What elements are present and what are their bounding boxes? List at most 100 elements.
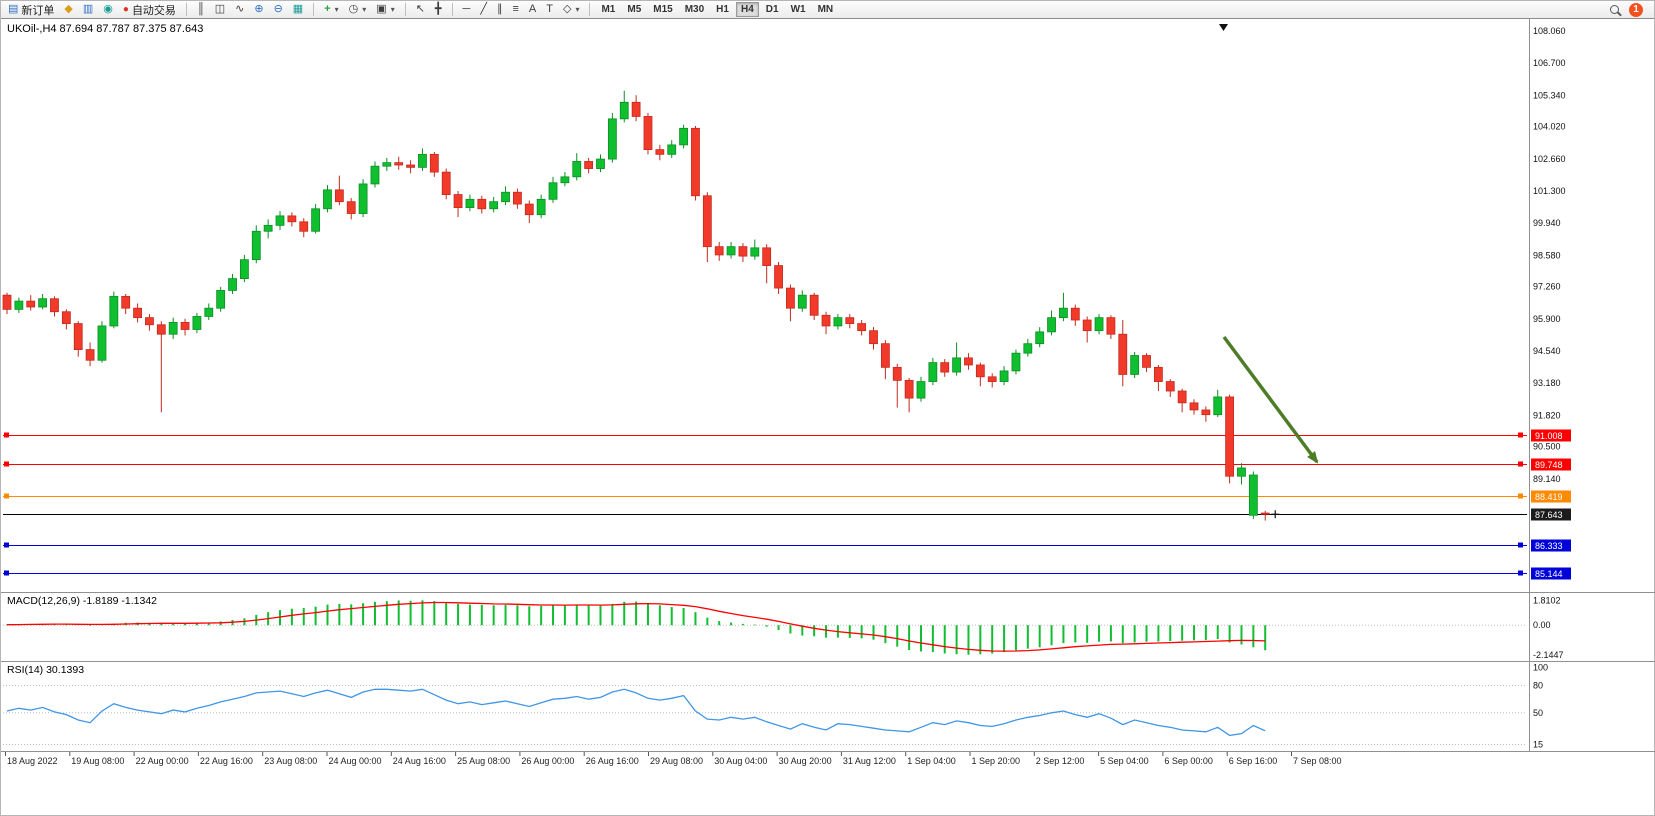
svg-text:26 Aug 16:00: 26 Aug 16:00 [586, 756, 639, 766]
timeframe-w1-button[interactable]: W1 [790, 4, 806, 15]
svg-text:2 Sep 12:00: 2 Sep 12:00 [1036, 756, 1085, 766]
search-icon[interactable] [1610, 5, 1619, 14]
svg-text:6 Sep 16:00: 6 Sep 16:00 [1229, 756, 1278, 766]
tile-windows-button[interactable]: ▦ [289, 2, 307, 18]
svg-text:87.643: 87.643 [1535, 510, 1563, 520]
navigator-button[interactable]: ▥ [79, 2, 97, 18]
text-button[interactable]: A [525, 2, 540, 18]
svg-text:100: 100 [1533, 663, 1548, 673]
toolbar-separator [451, 3, 453, 16]
svg-text:25 Aug 08:00: 25 Aug 08:00 [457, 756, 510, 766]
svg-text:23 Aug 08:00: 23 Aug 08:00 [264, 756, 317, 766]
clock-icon: ◷ [348, 3, 359, 15]
trendline-icon: ╱ [480, 3, 487, 15]
label-icon: T [546, 3, 553, 15]
notifications-badge[interactable]: 1 [1629, 2, 1643, 17]
shapes-icon: ◇ [562, 3, 572, 15]
timeframe-m30-button[interactable]: M30 [684, 4, 705, 15]
period-menu-button[interactable]: ◷ ▾ [345, 2, 371, 18]
toolbar-separator [185, 3, 187, 16]
svg-text:30 Aug 20:00: 30 Aug 20:00 [779, 756, 832, 766]
line-chart-icon: ∿ [235, 3, 245, 15]
cursor-icon: ↖ [415, 3, 425, 15]
timeframe-h1-button[interactable]: H1 [716, 4, 729, 15]
svg-text:88.419: 88.419 [1535, 492, 1563, 502]
community-button[interactable]: ◉ [99, 2, 117, 18]
fibonacci-button[interactable]: ≡ [508, 2, 522, 18]
svg-text:15: 15 [1533, 739, 1543, 749]
svg-text:29 Aug 08:00: 29 Aug 08:00 [650, 756, 703, 766]
timeframe-h4-button[interactable]: H4 [735, 2, 759, 17]
svg-text:24 Aug 16:00: 24 Aug 16:00 [393, 756, 446, 766]
indicators-button[interactable]: + ▾ [320, 2, 342, 18]
toolbar-separator [589, 3, 591, 16]
market-watch-icon: ◆ [64, 3, 73, 15]
auto-trading-label: 自动交易 [131, 4, 176, 17]
zoom-out-button[interactable]: ⊖ [270, 2, 287, 18]
new-order-label: 新订单 [21, 4, 55, 17]
svg-text:105.340: 105.340 [1533, 90, 1566, 100]
svg-text:22 Aug 00:00: 22 Aug 00:00 [136, 756, 189, 766]
svg-text:26 Aug 00:00: 26 Aug 00:00 [521, 756, 574, 766]
toolbar-separator [313, 3, 315, 16]
svg-text:97.260: 97.260 [1533, 282, 1561, 292]
auto-trading-button[interactable]: ● 自动交易 [119, 2, 180, 18]
svg-text:7 Sep 08:00: 7 Sep 08:00 [1293, 756, 1342, 766]
toolbar-separator [404, 3, 406, 16]
bar-chart-type-button[interactable]: ║ [193, 2, 209, 18]
svg-text:31 Aug 12:00: 31 Aug 12:00 [843, 756, 896, 766]
svg-text:-2.1447: -2.1447 [1533, 650, 1564, 660]
channel-button[interactable]: ∥ [493, 2, 507, 18]
timeframe-mn-button[interactable]: MN [817, 4, 834, 15]
text-label-button[interactable]: T [542, 2, 557, 18]
svg-text:86.333: 86.333 [1535, 541, 1563, 551]
market-watch-button[interactable]: ◆ [60, 2, 76, 18]
shapes-button[interactable]: ◇ ▾ [559, 2, 583, 18]
svg-text:0.00: 0.00 [1533, 620, 1551, 630]
price-chart-canvas[interactable]: 108.060 106.700 105.340 104.020 102.660 101.3… [1, 19, 1655, 816]
timeframe-m5-button[interactable]: M5 [627, 4, 642, 15]
navigator-icon: ▥ [82, 3, 94, 15]
horizontal-line-icon: ─ [462, 3, 471, 15]
chevron-down-icon: ▾ [362, 5, 367, 14]
svg-text:24 Aug 00:00: 24 Aug 00:00 [329, 756, 382, 766]
svg-text:6 Sep 00:00: 6 Sep 00:00 [1164, 756, 1213, 766]
chevron-down-icon: ▾ [390, 5, 395, 14]
crosshair-button[interactable]: ╋ [431, 2, 446, 18]
svg-text:5 Sep 04:00: 5 Sep 04:00 [1100, 756, 1149, 766]
timeframe-d1-button[interactable]: D1 [765, 4, 779, 15]
svg-text:89.140: 89.140 [1533, 474, 1561, 484]
svg-text:22 Aug 16:00: 22 Aug 16:00 [200, 756, 253, 766]
zoom-in-button[interactable]: ⊕ [250, 2, 267, 18]
horizontal-line-button[interactable]: ─ [459, 2, 475, 18]
cursor-button[interactable]: ↖ [412, 2, 429, 18]
channel-icon: ∥ [496, 3, 503, 15]
new-order-button[interactable]: ▤ 新订单 [4, 2, 58, 18]
indicators-plus-icon: + [324, 3, 331, 15]
chevron-down-icon: ▾ [334, 5, 339, 14]
svg-text:85.144: 85.144 [1535, 569, 1563, 579]
zoom-in-icon: ⊕ [254, 3, 264, 15]
candlestick-type-button[interactable]: ◫ [211, 2, 229, 18]
auto-trading-icon: ● [122, 3, 129, 15]
timeframe-m15-button[interactable]: M15 [653, 4, 673, 15]
svg-text:50: 50 [1533, 708, 1543, 718]
crosshair-icon: ╋ [434, 3, 442, 15]
svg-text:30 Aug 04:00: 30 Aug 04:00 [714, 756, 767, 766]
main-toolbar: ▤ 新订单 ◆ ▥ ◉ ● 自动交易 ║ ◫ ∿ ⊕ ⊖ [1, 1, 1654, 19]
svg-text:19 Aug 08:00: 19 Aug 08:00 [71, 756, 124, 766]
svg-text:18 Aug 2022: 18 Aug 2022 [7, 756, 58, 766]
template-button[interactable]: ▣ ▾ [372, 2, 398, 18]
svg-text:91.008: 91.008 [1535, 431, 1563, 441]
line-chart-type-button[interactable]: ∿ [231, 2, 248, 18]
tile-windows-icon: ▦ [292, 3, 304, 15]
trendline-button[interactable]: ╱ [476, 2, 491, 18]
bar-chart-icon: ║ [196, 3, 205, 15]
svg-text:80: 80 [1533, 681, 1543, 691]
timeframe-m1-button[interactable]: M1 [601, 4, 616, 15]
svg-text:1 Sep 04:00: 1 Sep 04:00 [907, 756, 956, 766]
zoom-out-icon: ⊖ [273, 3, 283, 15]
candlestick-icon: ◫ [214, 3, 226, 15]
svg-text:106.700: 106.700 [1533, 58, 1566, 68]
